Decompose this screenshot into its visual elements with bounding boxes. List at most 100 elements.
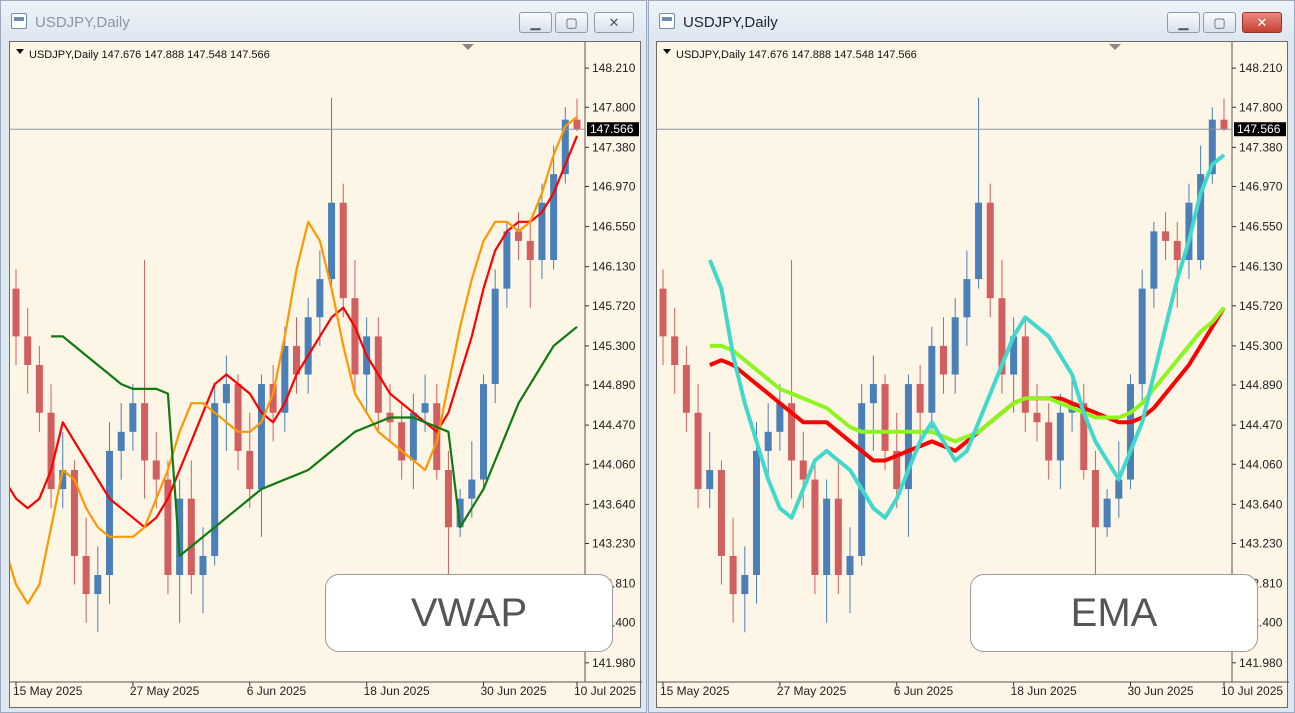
y-tick-label: 141.980 [592,656,636,670]
candle-body [176,498,184,575]
candle-body [1138,288,1146,385]
indicator-line [709,306,1226,444]
candle-body [1010,336,1018,375]
chart-header: USDJPY,Daily 147.676 147.888 147.548 147… [676,49,917,61]
candle-body [491,288,499,385]
chart-window-vwap[interactable]: USDJPY,Daily ▁ ▢ ✕ 148.210 147.800 147.380… [0,0,647,713]
y-tick-label: 145.720 [1239,299,1283,313]
candle-body [799,460,807,480]
y-tick-label: 148.210 [592,61,636,75]
price-chart[interactable]: 148.210 147.800 147.380 146.970 146.550 146.1… [657,42,1289,709]
dropdown-triangle-icon [663,49,671,54]
candle-body [141,403,149,461]
candle-body [963,279,971,318]
y-tick-label: 144.890 [1239,378,1283,392]
candle-body [940,345,947,375]
x-tick-label: 10 Jul 2025 [1221,684,1283,698]
candle-body [1045,422,1053,461]
candle-body [234,384,242,451]
indicator-line [10,135,579,529]
y-tick-label: 147.800 [1239,100,1283,114]
candle-body [951,317,959,375]
candle-body [129,403,137,432]
indicator-line [709,306,1226,463]
price-tag-label: 147.566 [590,122,634,136]
candle-body [1220,119,1228,130]
x-tick-label: 30 Jun 2025 [1128,684,1194,698]
indicator-line [51,325,578,558]
candle-body [59,470,67,490]
candle-body [671,336,679,365]
candle-body [928,345,936,413]
y-tick-label: 145.300 [592,339,636,353]
maximize-button[interactable]: ▢ [555,12,588,33]
candle-body [550,174,558,260]
title-bar[interactable]: USDJPY,Daily ▁ ▢ ✕ [649,1,1294,41]
candle-body [257,384,265,490]
window-title: USDJPY,Daily [35,14,130,31]
x-tick-label: 6 Jun 2025 [894,684,954,698]
candle-body [164,479,172,575]
candle-body [916,384,924,413]
price-chart[interactable]: 148.210 147.800 147.380 146.970 146.550 146.1… [10,42,642,709]
candle-body [246,450,254,490]
candle-body [1056,412,1064,461]
indicator-line [10,115,578,605]
y-tick-label: 144.060 [592,457,636,471]
candle-body [573,119,581,130]
x-tick-label: 27 May 2025 [130,684,200,698]
maximize-button[interactable]: ▢ [1203,12,1236,33]
price-tag-box [1234,122,1286,137]
candle-body [316,279,324,318]
candle-body [526,240,534,260]
candle-body [823,498,831,575]
candle-body [659,288,667,337]
candle-body [187,498,195,575]
x-tick-label: 18 Jun 2025 [1011,684,1077,698]
candle-body [351,298,359,375]
candle-body [398,422,406,461]
window-title: USDJPY,Daily [683,14,778,31]
candle-body [421,403,429,413]
indicator-line [707,153,1226,520]
candle-body [199,555,207,575]
y-tick-label: 148.210 [1239,61,1283,75]
candle-body [717,470,725,556]
candle-body [106,450,113,575]
chart-window-ema[interactable]: USDJPY,Daily ▁ ▢ ✕ 148.210 147.800 147.380… [648,0,1295,713]
candle-body [975,202,983,280]
candle-body [1091,470,1099,528]
candle-body [869,384,877,404]
candle-body [893,450,901,490]
title-bar[interactable]: USDJPY,Daily ▁ ▢ ✕ [1,1,646,41]
candle-body [24,336,32,365]
minimize-button[interactable]: ▁ [1167,12,1200,33]
candle-body [35,365,43,413]
y-tick-label: 146.970 [592,180,636,194]
candle-body [706,470,714,490]
candle-body [211,403,219,556]
candle-body [1150,231,1158,289]
candle-body [468,479,476,499]
price-tag-label: 147.566 [1237,122,1281,136]
close-button[interactable]: ✕ [1242,12,1282,33]
candle-body [117,431,125,451]
chart-window-icon [11,13,27,29]
y-tick-label: 143.230 [1239,537,1283,551]
candle-body [269,384,277,413]
candle-body [753,450,760,575]
price-tag-box [587,122,639,137]
candle-body [1103,498,1111,528]
candle-body [444,470,452,528]
minimize-button[interactable]: ▁ [519,12,552,33]
x-tick-label: 15 May 2025 [660,684,730,698]
candle-body [811,479,819,575]
candle-body [1185,202,1193,260]
candle-body [538,202,546,260]
candle-body [904,384,912,490]
chart-header: USDJPY,Daily 147.676 147.888 147.548 147… [29,49,270,61]
close-button[interactable]: ✕ [594,12,634,33]
x-tick-label: 18 Jun 2025 [364,684,430,698]
candle-body [858,403,866,556]
chart-area[interactable]: 148.210 147.800 147.380 146.970 146.550 146.1… [9,41,642,709]
